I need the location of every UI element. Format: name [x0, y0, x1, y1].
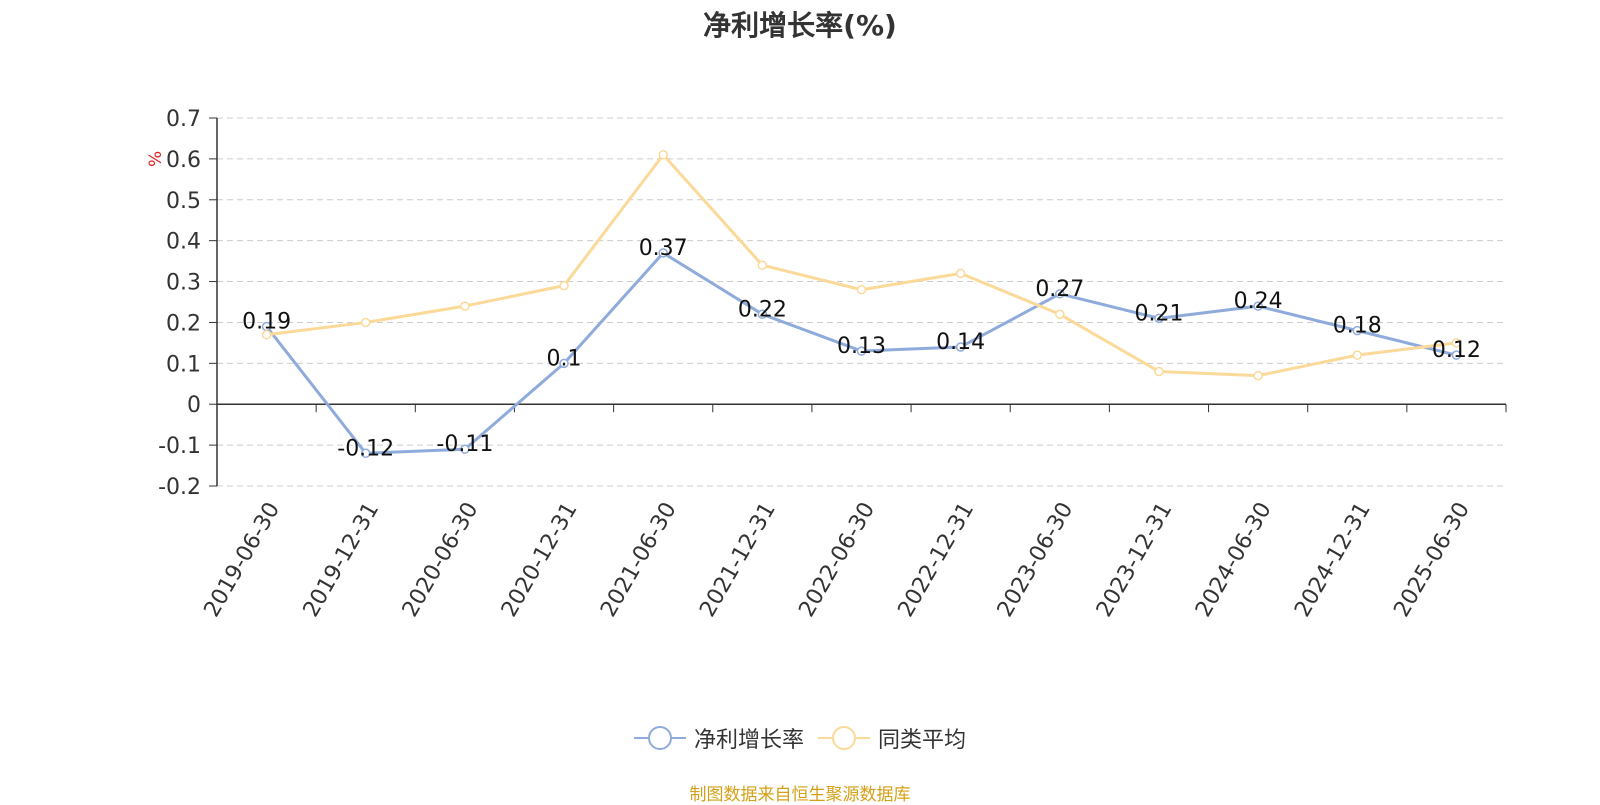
data-point: [1451, 350, 1462, 360]
axes: %: [146, 118, 1506, 486]
data-point: [856, 346, 867, 356]
x-tick-label: 2022-12-31: [894, 498, 980, 621]
chart-title: 净利增长率(%): [703, 9, 897, 42]
data-point: [1451, 338, 1462, 348]
y-tick-label: 0.3: [166, 271, 201, 296]
legend-circle-icon: [633, 726, 686, 750]
data-point: [1352, 350, 1363, 360]
data-source-note: 制图数据来自恒生聚源数据库: [689, 785, 911, 805]
data-label: -0.12: [337, 436, 394, 461]
data-point: [360, 448, 371, 459]
data-label: 0.14: [936, 330, 985, 355]
y-tick-label: -0.1: [158, 434, 201, 459]
data-label: 0.24: [1234, 289, 1283, 314]
y-axis-unit-label: %: [146, 151, 166, 167]
data-point: [955, 268, 966, 279]
data-label: 0.21: [1134, 301, 1183, 326]
data-point: [360, 317, 371, 328]
data-point: [1154, 313, 1164, 324]
data-label: 0.37: [639, 236, 688, 261]
grid-lines: [217, 117, 1506, 487]
legend-label: 同类平均: [878, 728, 967, 753]
data-point: [261, 329, 272, 340]
y-tick-label: 0: [187, 393, 201, 418]
data-label: 0.18: [1333, 314, 1382, 339]
data-point: [460, 444, 470, 454]
data-point: [856, 284, 867, 295]
data-label: 0.27: [1035, 277, 1084, 302]
y-axis-ticks: 0.7 0.6 0.5 0.4 0.3 0.2 0.1 0 -0.1 -0.2: [158, 107, 217, 500]
data-label: 0.22: [738, 297, 787, 322]
legend-label: 净利增长率: [693, 728, 804, 753]
x-tick-label: 2020-06-30: [398, 498, 484, 621]
data-point: [757, 260, 768, 270]
x-tick-label: 2022-06-30: [794, 498, 880, 621]
data-point: [559, 280, 569, 291]
x-tick-label: 2020-12-31: [497, 498, 583, 621]
y-tick-label: 0.6: [166, 148, 201, 173]
data-point: [658, 248, 668, 258]
data-point: [559, 358, 569, 369]
y-tick-label: 0.4: [166, 230, 201, 255]
y-tick-label: 0.2: [166, 311, 201, 336]
x-tick-label: 2023-12-31: [1092, 498, 1178, 621]
data-point: [955, 342, 966, 352]
x-tick-label: 2024-12-31: [1290, 498, 1376, 621]
y-tick-label: 0.7: [166, 107, 201, 132]
legend-item-net-profit-growth[interactable]: 净利增长率: [633, 722, 804, 754]
data-label: 0.19: [242, 310, 291, 335]
data-label: 0.1: [547, 346, 582, 371]
data-point: [1055, 309, 1065, 320]
data-label: 0.12: [1432, 338, 1481, 363]
data-label: -0.11: [436, 432, 493, 457]
data-label: 0.13: [837, 334, 886, 359]
x-tick-label: 2019-06-30: [200, 498, 286, 621]
legend-circle-icon: [818, 726, 870, 750]
data-point: [1352, 325, 1363, 336]
data-point: [1055, 289, 1065, 299]
data-labels: 0.19 -0.12 -0.11 0.1 0.37 0.22 0.13 0.14 0.27 0.2…: [242, 236, 1481, 461]
x-tick-label: 2019-12-31: [299, 498, 385, 621]
data-point: [1253, 301, 1263, 311]
x-tick-label: 2023-06-30: [993, 498, 1079, 621]
x-tick-label: 2024-06-30: [1191, 498, 1277, 621]
data-point: [1253, 370, 1263, 381]
y-tick-label: -0.2: [158, 475, 201, 500]
series-group: [261, 150, 1462, 459]
x-axis-ticks: 2019-06-30 2019-12-31 2020-06-30 2020-12-31…: [200, 404, 1507, 621]
y-tick-label: 0.5: [166, 189, 201, 214]
x-tick-label: 2021-12-31: [695, 498, 781, 621]
x-tick-label: 2021-06-30: [596, 498, 682, 621]
data-point: [460, 301, 470, 311]
legend-item-peer-average[interactable]: 同类平均: [818, 722, 966, 754]
x-tick-label: 2025-06-30: [1389, 498, 1475, 621]
legend: 净利增长率 同类平均: [0, 722, 1600, 754]
data-point: [658, 150, 668, 160]
y-tick-label: 0.1: [166, 352, 201, 377]
data-point: [1154, 366, 1164, 377]
data-point: [757, 309, 768, 320]
